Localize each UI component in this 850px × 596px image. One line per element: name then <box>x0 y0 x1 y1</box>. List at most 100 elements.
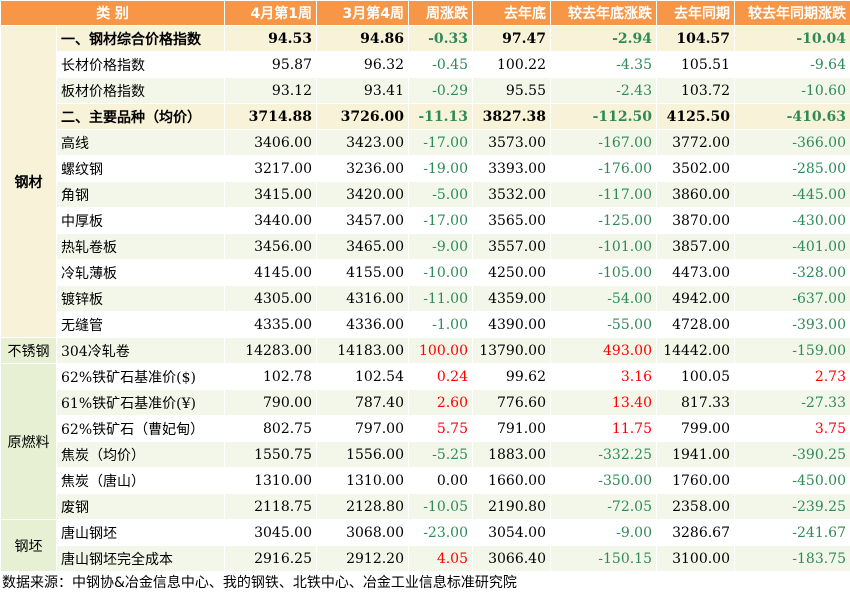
cell-previous-week: 3726.00 <box>316 103 409 130</box>
cell-last-year-end: 776.60 <box>472 389 551 416</box>
cell-week-change: -11.00 <box>408 285 473 312</box>
cell-week-change: -23.00 <box>408 519 473 546</box>
table-row: 钢坯 唐山钢坯 3045.00 3068.00 -23.00 3054.00 -9.00 32… <box>0 519 850 572</box>
cell-week-change: -0.45 <box>408 51 473 78</box>
header-previous-week: 3月第4周 <box>316 0 409 26</box>
cell-current-week: 3440.00 <box>224 207 317 234</box>
cell-current-week: 802.75 <box>224 415 317 442</box>
cell-change-vs-last-year: -10.04 <box>734 25 850 52</box>
cell-same-period-last-year: 3857.00 <box>656 233 735 260</box>
header-last-year-end: 去年底 <box>472 0 551 26</box>
cell-same-period-last-year: 14442.00 <box>656 337 735 364</box>
header-week-change: 周涨跌 <box>408 0 473 26</box>
cell-change-vs-last-year: -390.25 <box>734 441 850 468</box>
group-label-raw: 原燃料 <box>0 363 57 520</box>
item-name: 二、主要品种（均价） <box>56 103 225 130</box>
cell-same-period-last-year: 3100.00 <box>656 545 735 572</box>
cell-last-year-end: 4390.00 <box>472 311 551 338</box>
cell-week-change: -5.25 <box>408 441 473 468</box>
cell-same-period-last-year: 104.57 <box>656 25 735 52</box>
cell-last-year-end: 95.55 <box>472 77 551 104</box>
cell-last-year-end: 3573.00 <box>472 129 551 156</box>
cell-week-change: -0.33 <box>408 25 473 52</box>
cell-same-period-last-year: 3286.67 <box>656 519 735 546</box>
cell-week-change: -1.00 <box>408 311 473 338</box>
cell-previous-week: 787.40 <box>316 389 409 416</box>
cell-previous-week: 4336.00 <box>316 311 409 338</box>
item-name: 长材价格指数 <box>56 51 225 78</box>
cell-same-period-last-year: 3772.00 <box>656 129 735 156</box>
cell-current-week: 1310.00 <box>224 467 317 494</box>
cell-week-change: -17.00 <box>408 129 473 156</box>
cell-change-vs-last-year: -239.25 <box>734 493 850 520</box>
cell-previous-week: 4155.00 <box>316 259 409 286</box>
cell-change-vs-year-end: -150.15 <box>550 545 657 572</box>
cell-current-week: 2118.75 <box>224 493 317 520</box>
cell-week-change: -10.05 <box>408 493 473 520</box>
group-label-steel: 钢材 <box>0 25 57 338</box>
table-row: 冷轧薄板 4145.00 4155.00 -10.00 4250.00 -105.00 44… <box>1 259 850 286</box>
cell-last-year-end: 13790.00 <box>472 337 551 364</box>
cell-change-vs-last-year: -637.00 <box>734 285 850 312</box>
cell-change-vs-last-year: -450.00 <box>734 467 850 494</box>
cell-change-vs-year-end: -101.00 <box>550 233 657 260</box>
cell-previous-week: 96.32 <box>316 51 409 78</box>
cell-week-change: -11.13 <box>408 103 473 130</box>
item-name: 焦炭（均价） <box>56 441 225 468</box>
cell-week-change: -0.29 <box>408 77 473 104</box>
cell-same-period-last-year: 2358.00 <box>656 493 735 520</box>
cell-change-vs-last-year: -430.00 <box>734 207 850 234</box>
cell-change-vs-year-end: -105.00 <box>550 259 657 286</box>
cell-change-vs-last-year: -285.00 <box>734 155 850 182</box>
cell-current-week: 3714.88 <box>224 103 317 130</box>
cell-same-period-last-year: 100.05 <box>656 363 735 390</box>
cell-change-vs-year-end: -125.00 <box>550 207 657 234</box>
cell-change-vs-year-end: -350.00 <box>550 467 657 494</box>
cell-change-vs-last-year: -328.00 <box>734 259 850 286</box>
cell-previous-week: 797.00 <box>316 415 409 442</box>
item-name: 唐山钢坯 <box>56 519 225 546</box>
header-category: 类 别 <box>0 0 225 26</box>
item-name: 无缝管 <box>56 311 225 338</box>
cell-previous-week: 94.86 <box>316 25 409 52</box>
steel-price-table: 类 别 4月第1周 3月第4周 周涨跌 去年底 较去年底涨跌 去年同期 较去年同… <box>0 0 850 572</box>
cell-current-week: 1550.75 <box>224 441 317 468</box>
cell-change-vs-last-year: -9.64 <box>734 51 850 78</box>
cell-current-week: 3217.00 <box>224 155 317 182</box>
cell-week-change: -10.00 <box>408 259 473 286</box>
item-name: 304冷轧卷 <box>56 337 225 364</box>
cell-same-period-last-year: 1941.00 <box>656 441 735 468</box>
item-name: 高线 <box>56 129 225 156</box>
header-change-vs-last-year: 较去年同期涨跌 <box>734 0 850 26</box>
cell-last-year-end: 1883.00 <box>472 441 551 468</box>
cell-current-week: 4145.00 <box>224 259 317 286</box>
group-label-stainless: 不锈钢 <box>0 337 57 364</box>
cell-last-year-end: 3827.38 <box>472 103 551 130</box>
cell-change-vs-last-year: -410.63 <box>734 103 850 130</box>
table-row: 无缝管 4335.00 4336.00 -1.00 4390.00 -55.00 4728.… <box>1 311 850 338</box>
cell-week-change: -17.00 <box>408 207 473 234</box>
table-row: 原燃料 62%铁矿石基准价($) 102.78 102.54 0.24 99.62 3.16… <box>0 363 850 520</box>
table-row: 焦炭（唐山） 1310.00 1310.00 0.00 1660.00 -350.00 17… <box>1 467 850 494</box>
cell-last-year-end: 2190.80 <box>472 493 551 520</box>
table-row: 钢材 一、钢材综合价格指数 94.53 94.86 -0.33 97.47 -2.94 104… <box>0 25 850 338</box>
cell-week-change: 0.24 <box>408 363 473 390</box>
cell-same-period-last-year: 103.72 <box>656 77 735 104</box>
cell-change-vs-year-end: -9.00 <box>550 519 657 546</box>
cell-current-week: 94.53 <box>224 25 317 52</box>
cell-change-vs-last-year: -445.00 <box>734 181 850 208</box>
item-name: 一、钢材综合价格指数 <box>56 25 225 52</box>
table-row: 焦炭（均价） 1550.75 1556.00 -5.25 1883.00 -332.25 1… <box>1 441 850 468</box>
cell-previous-week: 14183.00 <box>316 337 409 364</box>
cell-change-vs-last-year: -366.00 <box>734 129 850 156</box>
cell-change-vs-year-end: -54.00 <box>550 285 657 312</box>
cell-same-period-last-year: 3502.00 <box>656 155 735 182</box>
cell-change-vs-year-end: -332.25 <box>550 441 657 468</box>
cell-last-year-end: 791.00 <box>472 415 551 442</box>
item-name: 焦炭（唐山） <box>56 467 225 494</box>
cell-previous-week: 93.41 <box>316 77 409 104</box>
cell-change-vs-last-year: -241.67 <box>734 519 850 546</box>
cell-week-change: -9.00 <box>408 233 473 260</box>
cell-last-year-end: 1660.00 <box>472 467 551 494</box>
cell-current-week: 3045.00 <box>224 519 317 546</box>
